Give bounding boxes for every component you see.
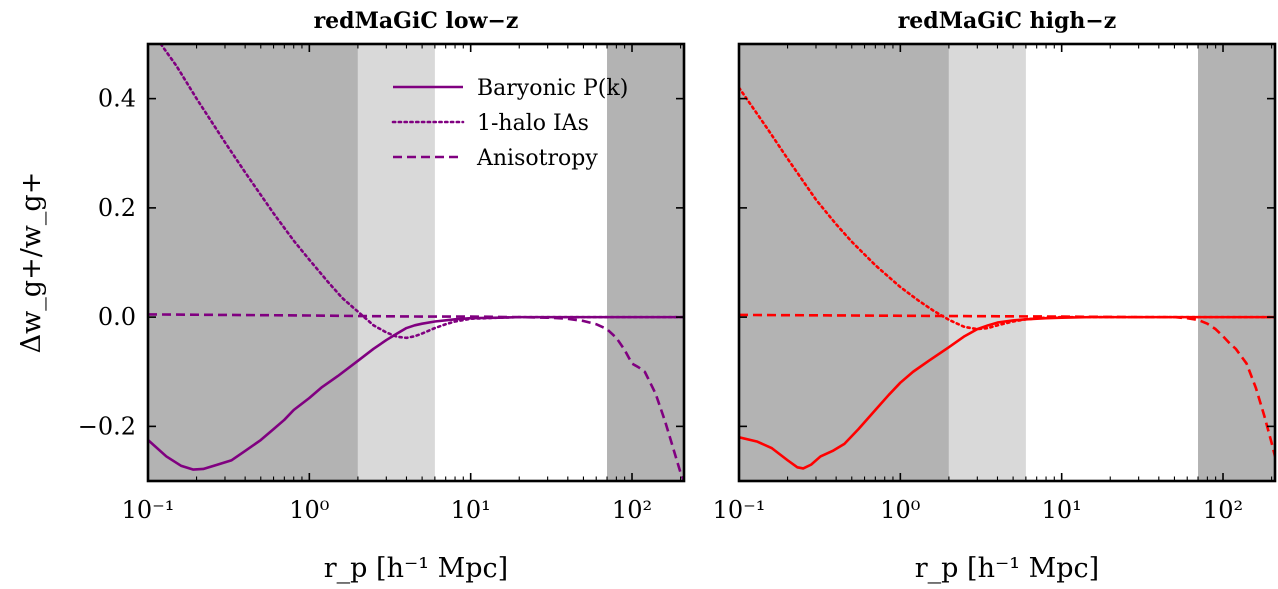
x-tick-label: 10⁻¹ (713, 496, 766, 524)
x-axis-label: r_p [h⁻¹ Mpc] (324, 553, 508, 584)
y-tick-label: 0.0 (98, 303, 136, 331)
x-axis-label: r_p [h⁻¹ Mpc] (915, 553, 1099, 584)
shaded-region (948, 44, 1026, 481)
y-tick-label: −0.2 (78, 412, 136, 440)
x-tick-label: 10¹ (451, 496, 491, 524)
shaded-region (607, 44, 684, 481)
panel-1: 10⁻¹ 10⁰ 10¹ 10² −0.2 0.0 0.2 0.4 redMaGiC low−z… (16, 8, 686, 584)
panel-2: 10⁻¹ 10⁰ 10¹ 10² redMaGiC high−z r_p [h⁻¹ Mpc… (713, 8, 1277, 584)
plot-frame (737, 42, 1277, 483)
y-axis-label: Δw_g+/w_g+ (16, 172, 47, 354)
legend-label: Baryonic P(k) (477, 76, 628, 101)
x-tick-label: 10¹ (1042, 496, 1082, 524)
series-group (739, 86, 1275, 470)
x-tick-label: 10² (1203, 496, 1243, 524)
shaded-region (1198, 44, 1275, 481)
x-tick-label: 10⁻¹ (122, 496, 175, 524)
y-tick-label: 0.4 (98, 85, 136, 113)
x-tick-label: 10² (612, 496, 652, 524)
series-line-dashed (148, 313, 684, 481)
x-tick-label: 10⁰ (880, 496, 920, 524)
legend-label: 1-halo IAs (477, 111, 589, 136)
shaded-region (148, 44, 358, 481)
panel-title: redMaGiC high−z (898, 8, 1117, 34)
series-group (148, 44, 684, 481)
x-tick-label: 10⁰ (289, 496, 329, 524)
panel-title: redMaGiC low−z (314, 8, 519, 34)
legend: Baryonic P(k) 1-halo IAs Anisotropy (391, 76, 628, 171)
plot-frame (146, 42, 686, 483)
legend-label: Anisotropy (476, 146, 598, 171)
shaded-region (357, 44, 435, 481)
y-tick-label: 0.2 (98, 194, 136, 222)
shaded-region (739, 44, 949, 481)
